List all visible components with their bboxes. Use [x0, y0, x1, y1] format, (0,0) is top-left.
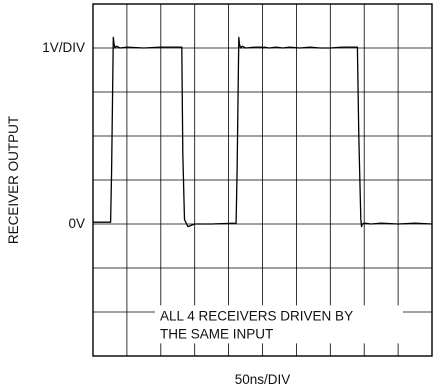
y-zero-label: 0V [68, 216, 85, 231]
grid [93, 4, 432, 356]
annotation-line-1: ALL 4 RECEIVERS DRIVEN BY [160, 308, 353, 323]
x-axis-label: 50ns/DIV [235, 372, 291, 387]
annotation-line-2: THE SAME INPUT [160, 326, 273, 341]
y-scale-label: 1V/DIV [42, 40, 85, 55]
y-axis-label: RECEIVER OUTPUT [6, 116, 21, 244]
